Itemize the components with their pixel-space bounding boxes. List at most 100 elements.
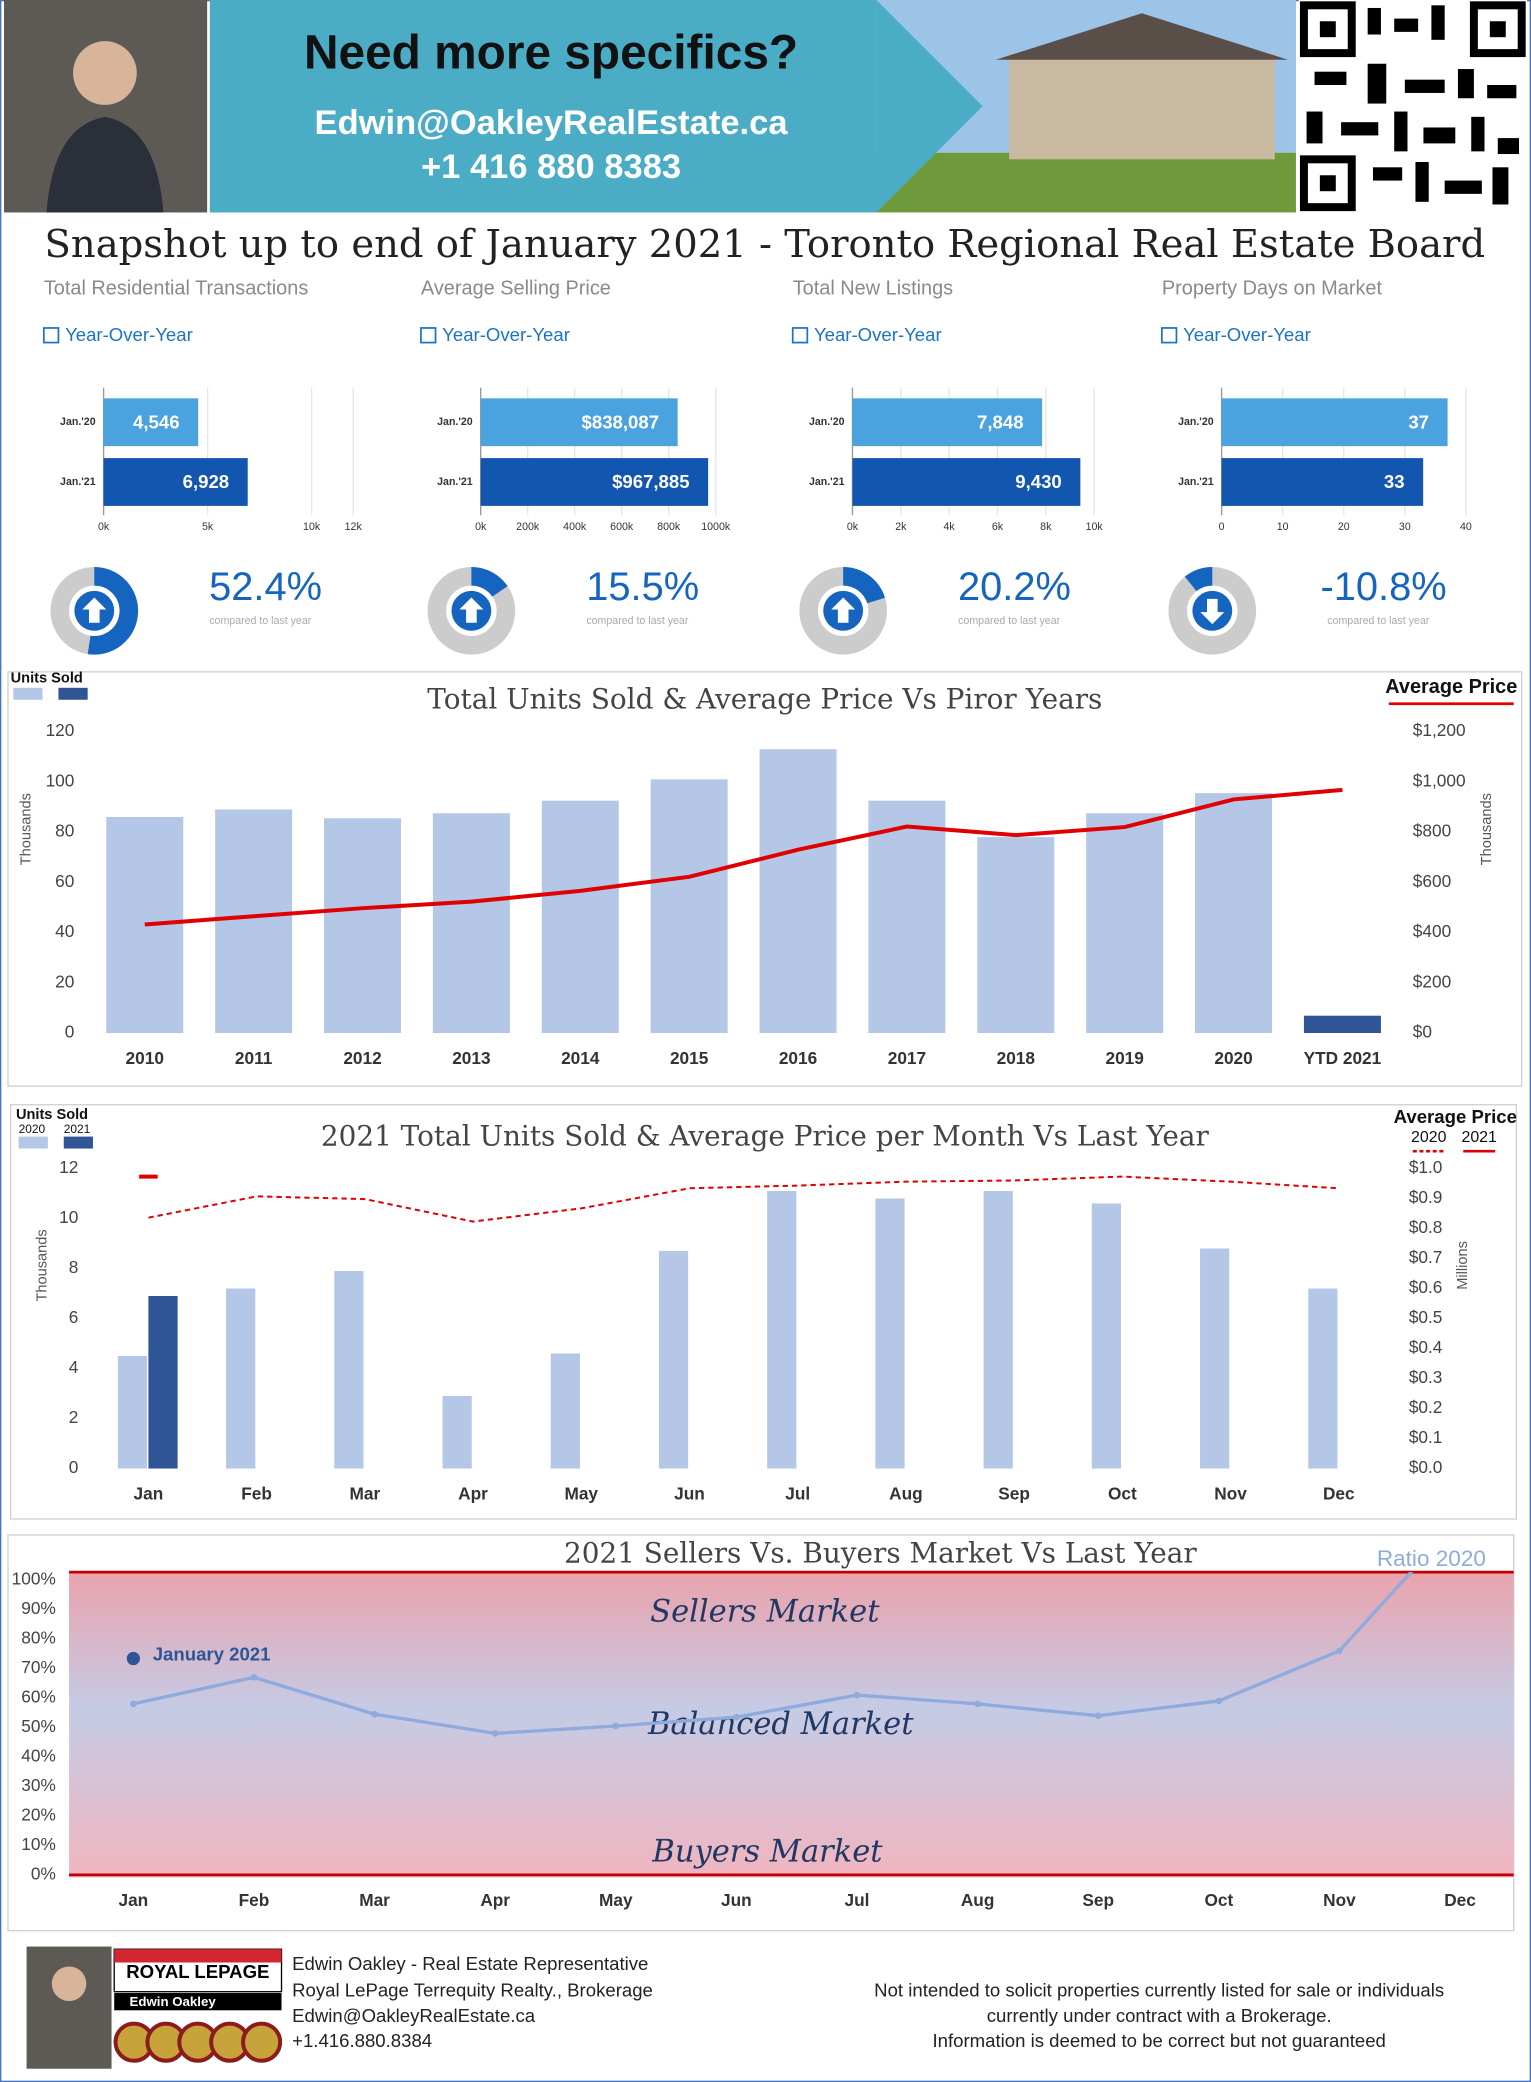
category-label: Jan.'21 xyxy=(437,476,473,488)
x-tick-label: 600k xyxy=(610,521,634,533)
bar xyxy=(103,398,199,447)
header-banner xyxy=(209,0,983,213)
y-axis-label: Thousands xyxy=(34,1229,50,1301)
bar xyxy=(1086,813,1164,1034)
award-badges xyxy=(113,2021,283,2063)
bar xyxy=(658,1250,689,1469)
line xyxy=(144,787,1343,927)
x-tick-label: 2016 xyxy=(779,1048,817,1068)
trend-arrow xyxy=(459,597,484,623)
legend-label: 2021 xyxy=(64,1122,91,1136)
value-label: 33 xyxy=(1384,471,1405,492)
header-email: Edwin@OakleyRealEstate.ca xyxy=(315,104,789,142)
headline: Need more specifics? xyxy=(304,26,798,79)
category-label: Jan.'20 xyxy=(1178,416,1214,428)
bar xyxy=(759,749,837,1034)
footer-contact: Royal LePage Terrequity Realty., Brokera… xyxy=(292,1980,653,2001)
x-tick-label: 10k xyxy=(1086,521,1104,533)
logo-stripe xyxy=(114,1949,282,1963)
bar xyxy=(1200,1248,1230,1469)
legend-swatch xyxy=(18,1136,48,1149)
calendar-icon xyxy=(420,327,437,344)
vertex xyxy=(1336,1647,1343,1655)
kpi-period: Year-Over-Year xyxy=(65,324,193,345)
kpi-title: Total New Listings xyxy=(793,278,953,300)
y-tick-label: 0 xyxy=(65,1022,75,1042)
donut-arc xyxy=(470,566,508,598)
x-tick-label: 2013 xyxy=(452,1048,490,1068)
category-label: Jan.'20 xyxy=(437,416,473,428)
x-tick-label: 2014 xyxy=(561,1048,600,1068)
change-percent: 15.5% xyxy=(586,565,699,609)
header-phone: +1 416 880 8383 xyxy=(421,148,681,186)
kpi-title: Property Days on Market xyxy=(1162,278,1383,300)
calendar-icon xyxy=(791,327,809,344)
trend-arrow xyxy=(831,597,856,623)
disclaimer: Not intended to solicit properties curre… xyxy=(874,1980,1444,2001)
y-tick-label: 20% xyxy=(21,1804,56,1824)
bar xyxy=(852,398,1043,447)
logo-text: ROYAL LEPAGE xyxy=(126,1961,269,1982)
change-note: compared to last year xyxy=(1327,615,1429,627)
x-tick-label: 2020 xyxy=(1214,1048,1252,1068)
bar xyxy=(983,1190,1013,1469)
bar xyxy=(977,837,1055,1034)
x-tick-label: Jul xyxy=(785,1484,810,1504)
x-tick-label: 2011 xyxy=(235,1048,273,1068)
x-tick-label: Mar xyxy=(349,1484,380,1504)
bar xyxy=(1303,1015,1381,1034)
bar xyxy=(550,1353,580,1469)
category-label: Jan.'20 xyxy=(60,416,96,428)
y2-tick-label: $0 xyxy=(1413,1022,1432,1042)
category-label: Jan.'21 xyxy=(60,476,96,488)
vertex xyxy=(974,1700,981,1708)
vertex xyxy=(733,1713,740,1721)
x-tick-label: Apr xyxy=(458,1484,488,1504)
y-tick-label: 40 xyxy=(55,921,74,941)
x-tick-label: Mar xyxy=(359,1890,390,1910)
y-tick-label: 50% xyxy=(21,1716,56,1736)
category-label: Jan.'21 xyxy=(809,476,845,488)
bar xyxy=(650,779,728,1034)
vertex xyxy=(1094,1712,1102,1720)
y-tick-label: 20 xyxy=(55,971,74,991)
value-label: $838,087 xyxy=(582,411,659,432)
vertex xyxy=(491,1730,499,1737)
change-percent: -10.8% xyxy=(1320,565,1446,609)
house-photo-roof xyxy=(995,13,1288,60)
y2-tick-label: $0.8 xyxy=(1409,1217,1443,1237)
y-tick-label: 0 xyxy=(69,1457,79,1477)
y-tick-label: 4 xyxy=(69,1357,79,1377)
x-tick-label: 30 xyxy=(1399,521,1411,533)
bar xyxy=(875,1198,905,1469)
y2-tick-label: $0.6 xyxy=(1409,1277,1443,1297)
legend-title: Units Sold xyxy=(16,1107,88,1123)
chart-title: 2021 Sellers Vs. Buyers Market Vs Last Y… xyxy=(564,1536,1197,1569)
y-tick-label: 8 xyxy=(69,1257,79,1277)
y-tick-label: 10% xyxy=(21,1834,56,1854)
donut-arc xyxy=(1184,566,1213,592)
value-label: 6,928 xyxy=(183,471,230,492)
donut-arc xyxy=(842,566,886,604)
y-tick-label: 0% xyxy=(31,1863,56,1883)
y-tick-label: 60% xyxy=(21,1687,56,1707)
vertex xyxy=(250,1674,258,1681)
x-tick-label: Jul xyxy=(845,1890,870,1910)
donut-arc xyxy=(87,566,139,655)
bar xyxy=(334,1270,364,1469)
y-tick-label: 80% xyxy=(21,1628,56,1648)
x-tick-label: Jun xyxy=(674,1484,705,1504)
main-title: Snapshot up to end of January 2021 - Tor… xyxy=(45,222,1486,267)
logo-name-box xyxy=(114,1993,282,2011)
x-tick-label: Nov xyxy=(1323,1890,1356,1910)
x-tick-label: 8k xyxy=(1040,521,1052,533)
change-note: compared to last year xyxy=(209,615,311,627)
x-tick-label: May xyxy=(599,1890,633,1910)
bar xyxy=(442,1396,472,1469)
x-tick-label: Aug xyxy=(961,1890,995,1910)
legend-label: 2020 xyxy=(1411,1129,1447,1146)
x-tick-label: 2019 xyxy=(1105,1048,1143,1068)
logo-name: Edwin Oakley xyxy=(130,1994,217,2009)
y-tick-label: 2 xyxy=(69,1407,79,1427)
footer-photo xyxy=(26,1946,112,2069)
